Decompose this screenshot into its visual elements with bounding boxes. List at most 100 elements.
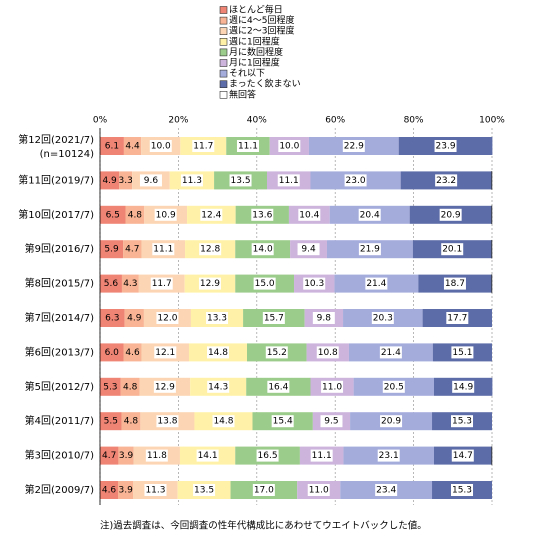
value-label: 11.1 (279, 176, 299, 186)
label-box (200, 208, 223, 221)
legend-label: 週に2～3回程度 (229, 25, 294, 37)
value-label: 4.6 (125, 348, 140, 358)
value-label: 23.0 (346, 176, 366, 186)
value-label: 12.0 (157, 314, 177, 324)
value-label: 12.8 (200, 245, 220, 255)
label-box (149, 140, 172, 152)
value-label: 23.2 (436, 176, 456, 186)
label-box (434, 140, 457, 152)
label-box (180, 174, 203, 187)
value-label: 16.5 (258, 451, 278, 461)
legend-swatch (219, 6, 228, 14)
value-label: 13.5 (231, 176, 251, 186)
value-label: 14.0 (253, 245, 273, 255)
x-tick-label: 20% (168, 116, 188, 126)
label-box (310, 449, 333, 462)
value-label: 10.8 (318, 348, 338, 358)
bar-segment (100, 481, 119, 499)
label-box (193, 484, 216, 496)
label-box (297, 243, 320, 256)
value-label: 16.4 (268, 382, 288, 392)
legend-swatch (219, 69, 228, 78)
value-label: 9.8 (317, 314, 332, 324)
value-label: 23.9 (436, 142, 456, 152)
value-label: 4.8 (123, 382, 138, 392)
value-label: 13.8 (157, 417, 177, 427)
x-tick-label: 80% (404, 116, 424, 126)
bar-segment (100, 137, 124, 155)
legend-swatch (219, 59, 228, 67)
label-box (256, 449, 279, 462)
label-box (320, 415, 343, 428)
label-box (196, 449, 219, 462)
value-label: 14.7 (453, 451, 473, 461)
label-box (150, 277, 173, 290)
label-box (154, 208, 177, 221)
label-box (451, 484, 474, 496)
category-label: 第9回(2016/7) (25, 242, 94, 255)
label-box (139, 174, 162, 187)
label-box (342, 140, 365, 152)
legend-label: 月に1回程度 (229, 57, 280, 69)
value-label: 21.4 (366, 279, 386, 289)
legend-swatch (219, 80, 228, 88)
x-tick-label: 60% (325, 116, 345, 126)
label-box (382, 380, 405, 393)
category-label: 第10回(2017/7) (18, 208, 94, 221)
value-label: 20.3 (373, 314, 393, 324)
label-box (278, 140, 301, 152)
label-box (451, 449, 474, 462)
value-label: 5.3 (103, 382, 117, 392)
label-box (251, 208, 274, 221)
label-box (452, 380, 475, 393)
category-label: 第5回(2012/7) (25, 380, 94, 393)
value-label: 15.0 (255, 279, 275, 289)
value-label: 9.5 (324, 417, 338, 427)
legend-swatch (219, 37, 228, 46)
value-label: 4.6 (102, 486, 117, 496)
value-label: 5.6 (104, 279, 119, 289)
value-label: 11.1 (153, 245, 173, 255)
value-label: 4.9 (127, 314, 142, 324)
value-label: 13.5 (194, 486, 214, 496)
x-tick-label: 40% (247, 116, 267, 126)
label-box (344, 174, 367, 187)
value-label: 4.7 (102, 451, 116, 461)
value-label: 14.8 (208, 348, 228, 358)
value-label: 13.6 (252, 210, 272, 220)
label-box (303, 277, 326, 290)
label-box (379, 346, 402, 359)
label-box (435, 174, 458, 187)
bar-segment (100, 205, 126, 224)
bar-segment (118, 481, 134, 499)
value-label: 23.1 (379, 451, 399, 461)
bar-segment (123, 137, 142, 155)
label-box (312, 312, 335, 324)
label-box (156, 312, 179, 324)
bar-segment (100, 446, 119, 465)
bar-segment (119, 171, 133, 190)
value-label: 11.0 (309, 486, 329, 496)
value-label: 15.7 (264, 314, 284, 324)
bar-segment (100, 274, 122, 293)
value-label: 10.0 (279, 142, 299, 152)
label-box (271, 415, 294, 428)
legend-label: 週に1回程度 (229, 35, 280, 47)
value-label: 14.1 (198, 451, 218, 461)
value-label: 15.1 (452, 348, 472, 358)
value-label: 20.9 (381, 417, 401, 427)
legend-swatch (219, 91, 228, 99)
label-box (252, 484, 275, 496)
bar-segment (125, 205, 145, 224)
x-tick-label: 0% (93, 116, 108, 126)
value-label: 6.0 (105, 348, 120, 358)
value-label: 6.3 (105, 314, 119, 324)
label-box (377, 449, 400, 462)
category-label: 第11回(2019/7) (18, 173, 94, 186)
label-box (267, 380, 290, 393)
value-label: 20.5 (384, 382, 404, 392)
legend-label: まったく飲まない (229, 78, 301, 90)
value-label: 4.8 (128, 210, 143, 220)
label-box (321, 380, 344, 393)
value-label: 5.9 (104, 245, 119, 255)
